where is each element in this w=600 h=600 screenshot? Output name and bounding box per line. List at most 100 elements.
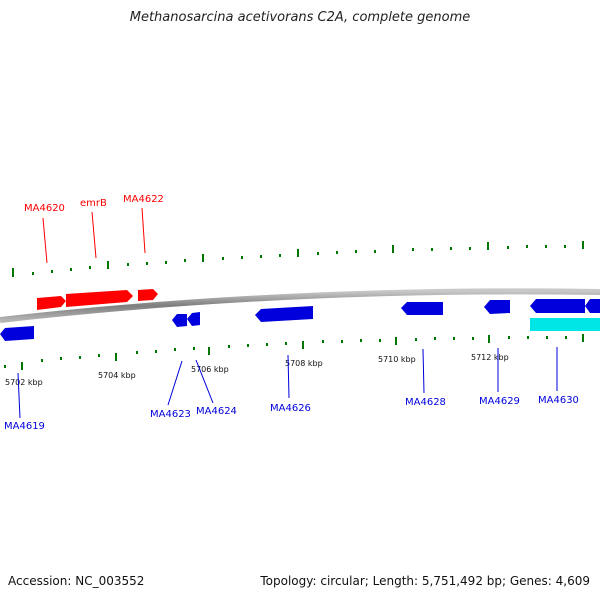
lower-scale-tick [415, 338, 417, 341]
lower-scale-tick [302, 341, 304, 349]
label-MA4628[interactable]: MA4628 [405, 397, 446, 408]
label-line-emrB [91, 211, 97, 259]
gene-MA4620[interactable] [37, 296, 66, 310]
scale-label-5708: 5708 kbp [285, 359, 323, 368]
upper-scale-tick [507, 246, 509, 249]
lower-scale-tick [60, 357, 62, 360]
lower-scale-tick [488, 335, 490, 343]
label-MA4630[interactable]: MA4630 [538, 395, 579, 406]
upper-scale-tick [89, 266, 91, 269]
upper-scale-tick [487, 242, 489, 250]
gene-MA4628[interactable] [401, 302, 443, 315]
upper-scale-tick [355, 250, 357, 253]
label-line-MA4620 [42, 217, 48, 264]
lower-scale-tick [341, 340, 343, 343]
lower-scale-tick [582, 334, 584, 342]
lower-scale-tick [208, 347, 210, 355]
upper-scale-tick [146, 262, 148, 265]
upper-scale-tick [222, 257, 224, 260]
gene-MA4629[interactable] [484, 300, 510, 314]
lower-scale-tick [565, 336, 567, 339]
lower-scale-tick [546, 336, 548, 339]
gene-MA4624[interactable] [187, 312, 200, 326]
rna-feature[interactable] [530, 318, 600, 331]
gene-MA4623[interactable] [172, 314, 187, 327]
upper-scale-tick [336, 251, 338, 254]
lower-scale-tick [174, 348, 176, 351]
upper-scale-tick [545, 245, 547, 248]
forward-label-lines [42, 207, 146, 264]
upper-scale-tick [107, 261, 109, 269]
scale-label-5706: 5706 kbp [191, 365, 229, 374]
upper-scale-ticks [12, 241, 584, 277]
reverse-genes [0, 299, 600, 341]
label-line-MA4626 [287, 354, 290, 399]
upper-scale-tick [184, 259, 186, 262]
upper-scale-tick [51, 270, 53, 273]
gene-emrB[interactable] [66, 290, 133, 307]
upper-scale-tick [297, 249, 299, 257]
genome-summary-text: Topology: circular; Length: 5,751,492 bp… [260, 574, 590, 588]
gene-MA4622[interactable] [138, 289, 158, 301]
lower-scale-tick [508, 336, 510, 339]
gene-MA4626[interactable] [255, 306, 313, 322]
label-line-MA4624 [195, 359, 214, 404]
lower-scale-tick [527, 336, 529, 339]
upper-scale-tick [374, 250, 376, 253]
upper-scale-tick [564, 245, 566, 248]
lower-scale-tick [360, 339, 362, 342]
lower-scale-tick [266, 343, 268, 346]
reverse-label-lines [17, 347, 558, 419]
label-MA4622[interactable]: MA4622 [123, 194, 164, 205]
gene-next-reverse[interactable] [585, 299, 600, 313]
lower-scale-tick [4, 365, 6, 368]
lower-scale-tick [21, 362, 23, 370]
label-line-MA4628 [422, 348, 425, 394]
lower-scale-tick [322, 340, 324, 343]
upper-scale-tick [127, 263, 129, 266]
gene-MA4619[interactable] [0, 326, 34, 341]
scale-label-5710: 5710 kbp [378, 355, 416, 364]
lower-scale-tick [136, 351, 138, 354]
label-MA4629[interactable]: MA4629 [479, 396, 520, 407]
upper-scale-tick [431, 248, 433, 251]
upper-scale-tick [526, 245, 528, 248]
label-MA4620[interactable]: MA4620 [24, 203, 65, 214]
upper-scale-tick [582, 241, 584, 249]
label-MA4619[interactable]: MA4619 [4, 421, 45, 432]
lower-scale-tick [79, 356, 81, 359]
upper-scale-tick [279, 254, 281, 257]
label-MA4624[interactable]: MA4624 [196, 406, 237, 417]
lower-scale-tick [41, 359, 43, 362]
label-line-MA4622 [141, 207, 146, 254]
label-MA4626[interactable]: MA4626 [270, 403, 311, 414]
upper-scale-tick [260, 255, 262, 258]
gene-MA4630[interactable] [530, 299, 585, 313]
label-emrB[interactable]: emrB [80, 198, 107, 209]
label-line-MA4619 [17, 372, 21, 419]
reverse-gene-labels: MA4619 MA4623 MA4624 MA4626 MA4628 MA462… [4, 395, 579, 432]
upper-scale-tick [32, 272, 34, 275]
lower-scale-ticks [4, 334, 584, 370]
upper-scale-tick [469, 247, 471, 250]
upper-scale-tick [202, 254, 204, 262]
forward-gene-labels: MA4620 emrB MA4622 [24, 194, 164, 214]
scale-label-5712: 5712 kbp [471, 353, 509, 362]
label-MA4623[interactable]: MA4623 [150, 409, 191, 420]
forward-genes [37, 289, 158, 310]
upper-scale-tick [412, 248, 414, 251]
scale-label-5704: 5704 kbp [98, 371, 136, 380]
genome-backbone [0, 288, 600, 323]
genome-title: Methanosarcina acetivorans C2A, complete… [129, 10, 471, 25]
label-line-MA4623 [167, 360, 183, 406]
scale-label-5702: 5702 kbp [5, 378, 43, 387]
upper-scale-tick [165, 261, 167, 264]
lower-scale-tick [379, 339, 381, 342]
lower-scale-tick [247, 344, 249, 347]
lower-scale-tick [453, 337, 455, 340]
upper-scale-tick [317, 252, 319, 255]
lower-scale-tick [434, 337, 436, 340]
upper-scale-tick [70, 268, 72, 271]
